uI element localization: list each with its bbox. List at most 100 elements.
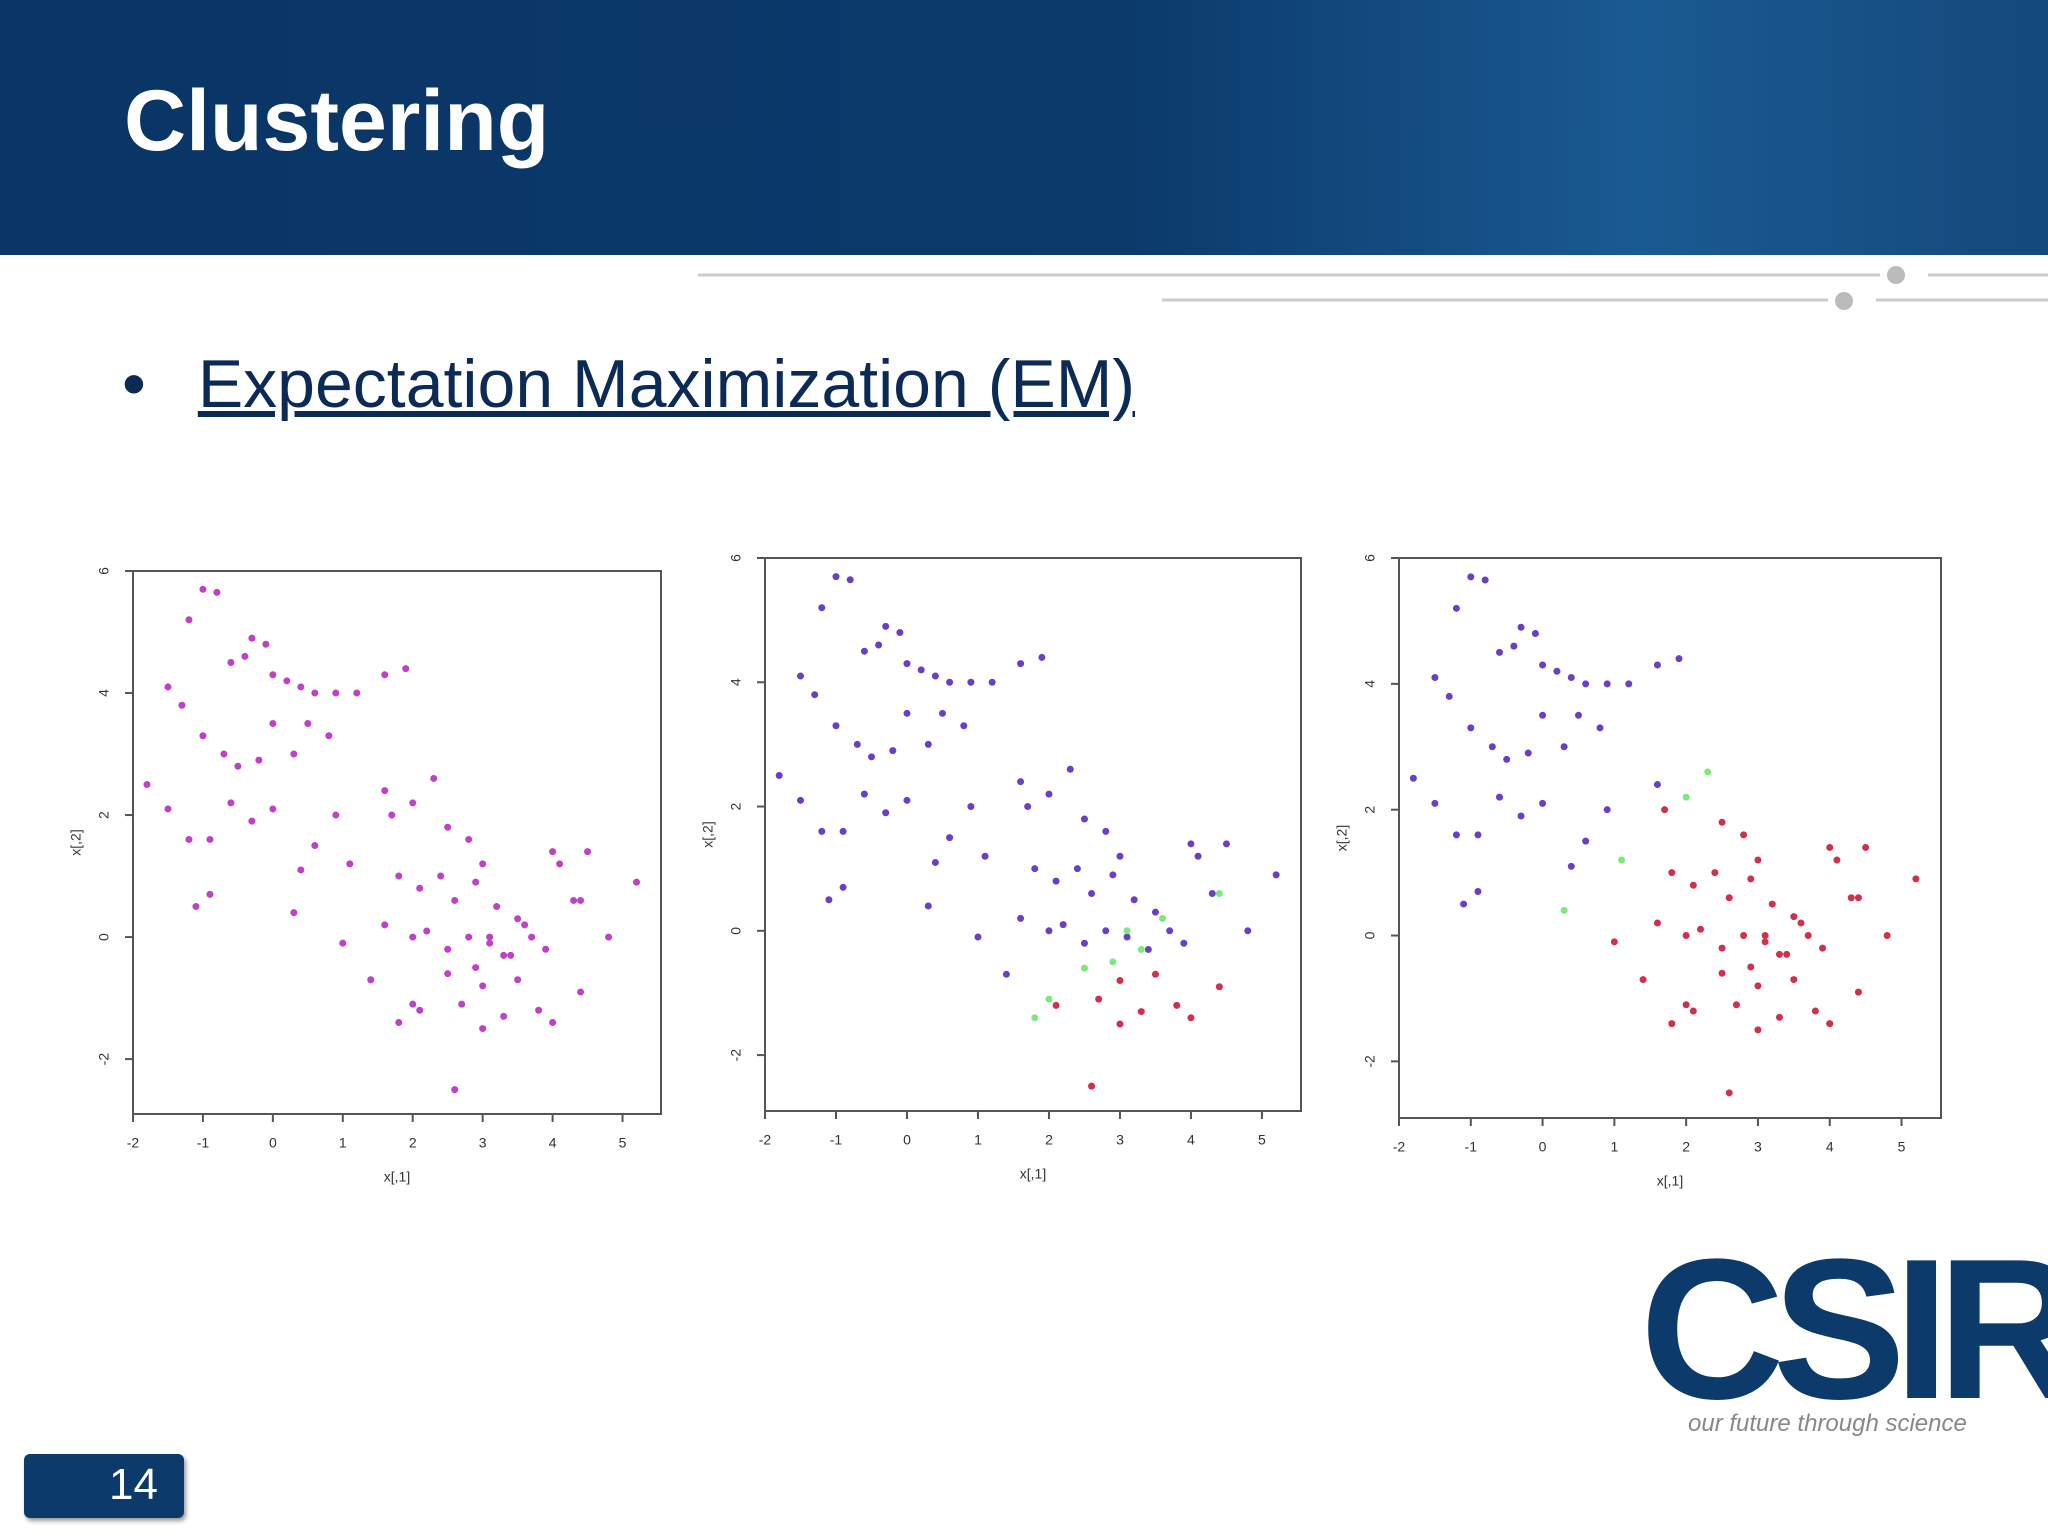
point bbox=[1689, 881, 1697, 889]
point bbox=[1116, 1020, 1124, 1028]
x-tick-label: 2 bbox=[1045, 1132, 1053, 1148]
y-tick-label: 0 bbox=[728, 927, 744, 935]
point bbox=[1088, 890, 1096, 898]
point bbox=[1560, 743, 1568, 751]
point bbox=[472, 964, 480, 972]
point bbox=[367, 976, 375, 984]
point bbox=[1045, 995, 1053, 1003]
point bbox=[1431, 799, 1439, 807]
point bbox=[1553, 667, 1561, 675]
point bbox=[924, 740, 932, 748]
point bbox=[889, 747, 897, 755]
point bbox=[1761, 932, 1769, 940]
x-tick-label: 0 bbox=[1539, 1139, 1547, 1155]
point bbox=[507, 951, 515, 959]
point bbox=[1775, 1013, 1783, 1021]
plot-box bbox=[132, 570, 662, 1115]
point bbox=[1017, 778, 1025, 786]
point bbox=[1452, 831, 1460, 839]
point bbox=[811, 691, 819, 699]
point bbox=[255, 756, 263, 764]
point bbox=[1775, 950, 1783, 958]
point bbox=[332, 689, 340, 697]
point bbox=[1754, 982, 1762, 990]
point bbox=[981, 852, 989, 860]
point bbox=[867, 753, 875, 761]
y-tick-label: 0 bbox=[96, 933, 112, 941]
point bbox=[882, 622, 890, 630]
point bbox=[796, 672, 804, 680]
point bbox=[1704, 768, 1712, 776]
x-tick-label: 1 bbox=[339, 1135, 347, 1151]
y-tick-label: -2 bbox=[728, 1049, 744, 1062]
header-band bbox=[0, 0, 2048, 255]
point bbox=[234, 762, 242, 770]
point bbox=[967, 803, 975, 811]
point bbox=[332, 811, 340, 819]
point bbox=[1804, 932, 1812, 940]
point bbox=[1017, 660, 1025, 668]
deco-dot bbox=[1835, 292, 1853, 310]
point bbox=[818, 604, 826, 612]
point bbox=[1740, 831, 1748, 839]
point bbox=[1539, 661, 1547, 669]
point bbox=[1725, 894, 1733, 902]
point bbox=[248, 634, 256, 642]
point bbox=[283, 677, 291, 685]
point bbox=[1826, 1020, 1834, 1028]
point bbox=[1024, 803, 1032, 811]
point bbox=[1151, 970, 1159, 978]
point bbox=[1819, 944, 1827, 952]
point bbox=[164, 805, 172, 813]
point bbox=[931, 672, 939, 680]
x-tick-label: -1 bbox=[1465, 1139, 1478, 1155]
point bbox=[1409, 774, 1417, 782]
point bbox=[1059, 921, 1067, 929]
point bbox=[1474, 887, 1482, 895]
x-tick-label: 3 bbox=[1116, 1132, 1124, 1148]
x-tick-label: 4 bbox=[1826, 1139, 1834, 1155]
point bbox=[1088, 1082, 1096, 1090]
point bbox=[1754, 856, 1762, 864]
y-tick-label: -2 bbox=[1362, 1055, 1378, 1068]
bullet-link[interactable]: Expectation Maximization (EM) bbox=[197, 346, 1136, 422]
point bbox=[988, 678, 996, 686]
point bbox=[1187, 1014, 1195, 1022]
point bbox=[832, 573, 840, 581]
point bbox=[416, 884, 424, 892]
point bbox=[1754, 1026, 1762, 1034]
point bbox=[1159, 914, 1167, 922]
point bbox=[1560, 906, 1568, 914]
x-tick-label: -1 bbox=[830, 1132, 843, 1148]
point bbox=[269, 671, 277, 679]
point bbox=[1567, 674, 1575, 682]
point bbox=[269, 805, 277, 813]
point bbox=[1445, 692, 1453, 700]
point bbox=[1682, 932, 1690, 940]
point bbox=[269, 720, 277, 728]
point bbox=[1123, 933, 1131, 941]
point bbox=[143, 781, 151, 789]
point bbox=[409, 799, 417, 807]
point bbox=[500, 951, 508, 959]
point bbox=[1854, 988, 1862, 996]
point bbox=[1102, 927, 1110, 935]
point bbox=[818, 827, 826, 835]
point bbox=[353, 689, 361, 697]
point bbox=[479, 860, 487, 868]
point bbox=[1144, 945, 1152, 953]
point bbox=[178, 701, 186, 709]
point bbox=[1474, 831, 1482, 839]
point bbox=[1073, 865, 1081, 873]
point bbox=[1517, 623, 1525, 631]
point bbox=[1080, 815, 1088, 823]
point bbox=[839, 827, 847, 835]
point bbox=[304, 720, 312, 728]
x-tick-label: 2 bbox=[1682, 1139, 1690, 1155]
point bbox=[199, 732, 207, 740]
point bbox=[938, 709, 946, 717]
x-tick-label: -2 bbox=[127, 1135, 140, 1151]
x-axis-label: x[,1] bbox=[1020, 1166, 1046, 1182]
point bbox=[1222, 840, 1230, 848]
point bbox=[860, 647, 868, 655]
